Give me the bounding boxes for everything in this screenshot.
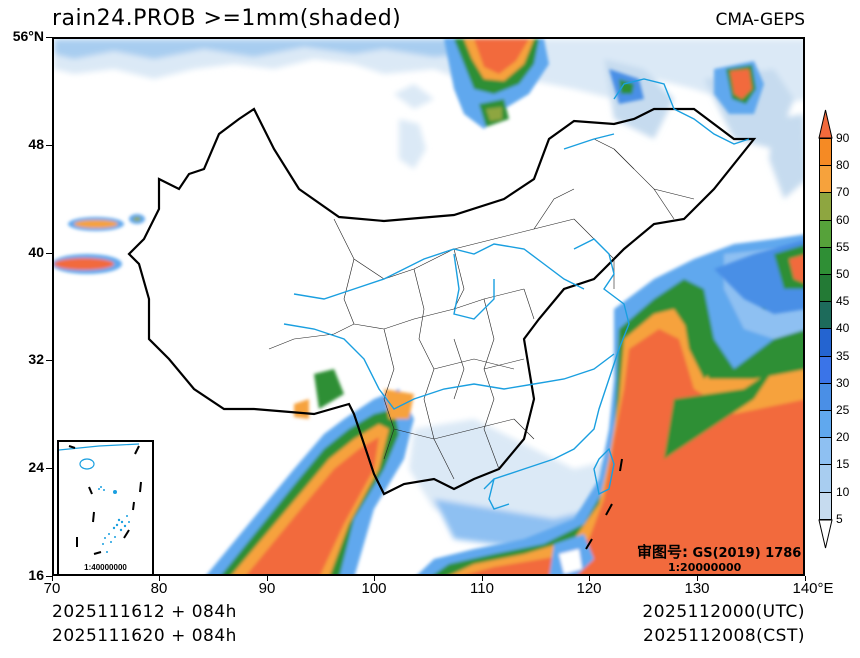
colorbar-bin: [819, 192, 832, 221]
x-tick-label: 90: [258, 580, 276, 597]
colorbar-min-arrow: [818, 519, 833, 548]
x-tick-label: 140°E: [792, 580, 834, 597]
colorbar-bin: [819, 355, 832, 384]
init-time-utc: 2025111612 + 084h: [52, 602, 237, 622]
y-tick-mark: [46, 468, 52, 469]
x-tick-label: 120: [576, 580, 602, 597]
y-tick-label: 56°N: [12, 28, 44, 44]
colorbar-label: 90: [836, 131, 850, 145]
bay-of-bengal-storm: [207, 369, 414, 574]
colorbar-label: 70: [836, 185, 850, 200]
colorbar-label: 20: [836, 430, 850, 445]
valid-time-utc: 2025112000(UTC): [642, 602, 805, 622]
okhotsk-storm: [714, 61, 764, 114]
north-band-shading: [54, 39, 803, 199]
x-tick-mark: [697, 576, 698, 581]
x-tick-mark: [374, 576, 375, 581]
colorbar-label: 80: [836, 158, 850, 173]
north-central-storm: [444, 39, 644, 129]
approval-code: GS(2019) 1786: [692, 546, 802, 561]
x-tick-mark: [267, 576, 268, 581]
x-tick-label: 70: [43, 580, 61, 597]
china-border: [127, 107, 757, 496]
y-tick-label: 24: [28, 459, 44, 475]
x-tick-mark: [159, 576, 160, 581]
colorbar-max-arrow: [818, 109, 833, 139]
colorbar-bin: [819, 301, 832, 330]
maritime-boundary-dashes: [585, 458, 623, 550]
colorbar-bin: [819, 328, 832, 357]
x-tick-label: 110: [470, 580, 494, 597]
colorbar-bin: [819, 437, 832, 466]
colorbar-bin: [819, 165, 832, 194]
colorbar-label: 60: [836, 212, 850, 227]
sea-of-japan-storm: [714, 240, 803, 314]
colorbar-bin: [819, 219, 832, 248]
map-plot-area: 1:40000000: [52, 37, 805, 576]
inset-map: [59, 443, 142, 555]
y-tick-mark: [46, 360, 52, 361]
colorbar-label: 5: [836, 511, 843, 526]
colorbar-label: 10: [836, 484, 850, 499]
y-tick-mark: [46, 145, 52, 146]
main-scale-label: 1:20000000: [668, 561, 742, 574]
colorbar-bin: [819, 491, 832, 520]
province-borders: [268, 138, 695, 480]
y-tick-label: 40: [28, 244, 44, 260]
valid-time-cst: 2025112008(CST): [643, 626, 805, 646]
x-tick-label: 130: [684, 580, 710, 597]
x-tick-mark: [52, 576, 53, 581]
colorbar-bin: [819, 138, 832, 167]
colorbar-label: 40: [836, 321, 850, 336]
x-tick-mark: [482, 576, 483, 581]
y-tick-mark: [46, 576, 52, 577]
rivers-and-coastline: [283, 78, 750, 510]
colorbar-bin: [819, 382, 832, 411]
x-tick-mark: [589, 576, 590, 581]
x-tick-label: 100: [361, 580, 387, 597]
model-label: CMA-GEPS: [715, 10, 805, 30]
init-time-cst: 2025111620 + 084h: [52, 626, 237, 646]
south-china-sea-inset: 1:40000000: [57, 440, 154, 574]
x-tick-label: 80: [150, 580, 168, 597]
colorbar-label: 55: [836, 239, 850, 254]
colorbar-bin: [819, 246, 832, 275]
colorbar-label: 35: [836, 348, 850, 363]
y-tick-mark: [46, 253, 52, 254]
colorbar-bin: [819, 464, 832, 493]
colorbar-bin: [819, 410, 832, 439]
x-tick-mark: [805, 576, 806, 581]
colorbar-label: 50: [836, 267, 850, 281]
y-tick-label: 48: [28, 136, 44, 152]
colorbar-label: 30: [836, 375, 850, 390]
map-approval-number: 审图号: GS(2019) 1786: [637, 541, 801, 562]
colorbar-label: 45: [836, 294, 850, 309]
xinjiang-storm: [54, 214, 145, 274]
colorbar-label: 25: [836, 403, 850, 417]
y-tick-mark: [46, 37, 52, 38]
precipitation-probability-field: [54, 39, 803, 574]
colorbar-label: 15: [836, 457, 850, 472]
approval-label: 审图号:: [637, 543, 688, 561]
colorbar-bin: [819, 274, 832, 303]
chart-title: rain24.PROB >=1mm(shaded): [52, 6, 402, 31]
inset-scale-label: 1:40000000: [84, 563, 127, 572]
y-tick-label: 32: [28, 351, 44, 367]
y-tick-label: 16: [28, 567, 44, 583]
